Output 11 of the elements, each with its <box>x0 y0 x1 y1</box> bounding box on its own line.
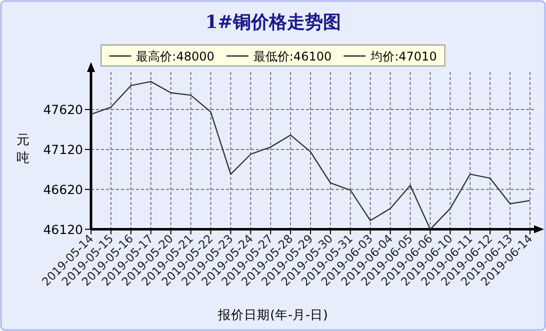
text: 均价:47010 <box>370 50 437 64</box>
chart-title: 1#铜价格走势图 <box>205 12 341 33</box>
y-tick-label: 46120 <box>43 222 84 237</box>
y-axis-title: 元吨 <box>16 133 30 166</box>
line-series <box>90 80 531 230</box>
y-tick-label: 47120 <box>43 142 84 157</box>
text: 最低价:46100 <box>253 50 332 64</box>
text: 最高价:48000 <box>136 50 214 64</box>
x-axis-title: 报价日期(年-月-日) <box>217 307 328 322</box>
y-tick-label: 47620 <box>43 102 84 118</box>
y-tick-label: 46620 <box>43 182 84 197</box>
